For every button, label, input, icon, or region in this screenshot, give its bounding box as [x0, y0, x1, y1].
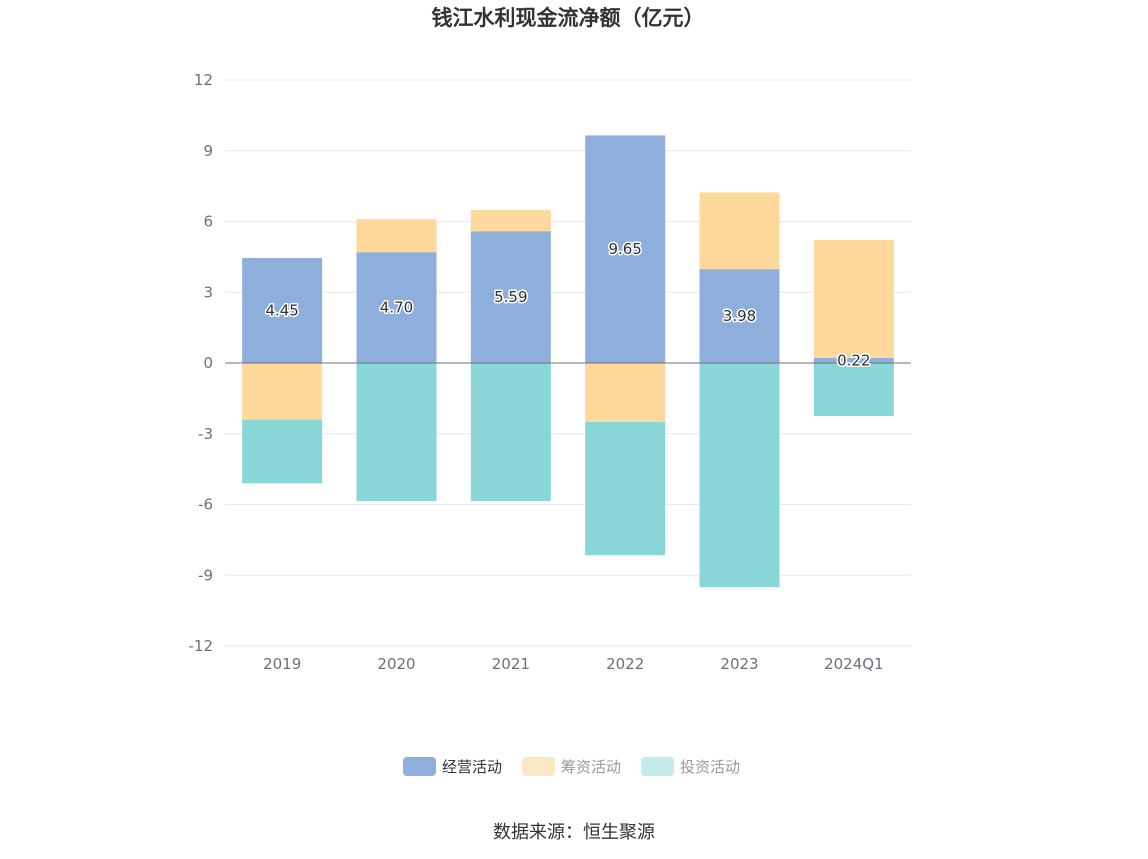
legend-swatch: [403, 757, 436, 776]
data-label: 4.45: [265, 302, 298, 320]
bar-segment[interactable]: [813, 239, 894, 358]
bar-segment[interactable]: [470, 231, 551, 363]
data-label: 3.98: [723, 307, 756, 325]
x-tick-label: 2019: [263, 655, 301, 673]
chart-title: 钱江水利现金流净额（亿元）: [432, 6, 705, 30]
data-label: 0.22: [837, 351, 870, 369]
bar-segment[interactable]: [585, 421, 666, 556]
y-tick-label: -12: [189, 637, 214, 655]
bars: [242, 135, 894, 588]
legend-item[interactable]: 经营活动: [403, 757, 502, 776]
legend-label: 经营活动: [442, 758, 502, 776]
bar-segment[interactable]: [585, 363, 666, 422]
x-tick-label: 2023: [720, 655, 758, 673]
legend-item[interactable]: 筹资活动: [522, 757, 621, 776]
legend-item[interactable]: 投资活动: [641, 757, 740, 776]
y-tick-label: -3: [198, 425, 213, 443]
data-label: 5.59: [494, 288, 527, 306]
y-tick-label: -9: [198, 566, 213, 584]
y-tick-label: 9: [203, 142, 213, 160]
y-tick-label: -6: [198, 496, 213, 514]
bar-segment[interactable]: [242, 419, 323, 484]
x-tick-label: 2020: [377, 655, 415, 673]
data-label: 9.65: [608, 240, 641, 258]
x-axis: 2019 2020 2021 2022 2023 2024Q1: [263, 655, 884, 673]
y-axis: 12 9 6 3 0 -3 -6 -9 -12: [189, 71, 214, 655]
legend-label: 投资活动: [680, 758, 740, 776]
y-tick-label: 12: [194, 71, 213, 89]
grid-lines: [225, 79, 911, 647]
legend-label: 筹资活动: [561, 758, 621, 776]
x-tick-label: 2022: [606, 655, 644, 673]
y-tick-label: 0: [203, 354, 213, 372]
bar-segment[interactable]: [242, 363, 323, 420]
legend-swatch: [522, 757, 555, 776]
legend: 经营活动 筹资活动 投资活动: [403, 757, 740, 776]
bar-segment[interactable]: [699, 192, 780, 270]
data-labels: 4.45 4.70 5.59 9.65 3.98 0.22: [264, 239, 872, 371]
x-tick-label: 2024Q1: [824, 655, 884, 673]
bar-segment[interactable]: [356, 219, 437, 253]
legend-swatch: [641, 757, 674, 776]
bar-segment[interactable]: [699, 269, 780, 363]
bar-segment[interactable]: [813, 363, 894, 417]
bar-segment[interactable]: [356, 252, 437, 363]
bar-segment[interactable]: [242, 258, 323, 363]
bar-segment[interactable]: [813, 357, 894, 363]
bar-segment[interactable]: [585, 135, 666, 363]
y-tick-label: 6: [203, 213, 213, 231]
y-tick-label: 3: [203, 283, 213, 301]
bar-segment[interactable]: [699, 363, 780, 588]
source-note: 数据来源：恒生聚源: [493, 822, 655, 843]
x-tick-label: 2021: [492, 655, 530, 673]
bar-segment[interactable]: [356, 363, 437, 501]
data-label: 4.70: [380, 299, 413, 317]
bar-segment[interactable]: [470, 209, 551, 232]
bar-segment[interactable]: [470, 363, 551, 501]
